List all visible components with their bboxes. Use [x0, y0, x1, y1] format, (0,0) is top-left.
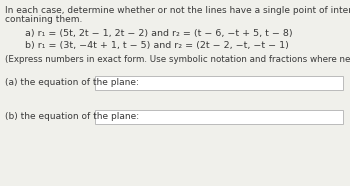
Text: (a) the equation of the plane:: (a) the equation of the plane:	[5, 78, 139, 87]
Text: In each case, determine whether or not the lines have a single point of intersec: In each case, determine whether or not t…	[5, 6, 350, 15]
Text: a) r₁ = (5t, 2t − 1, 2t − 2) and r₂ = (t − 6, −t + 5, t − 8): a) r₁ = (5t, 2t − 1, 2t − 2) and r₂ = (t…	[25, 29, 293, 38]
FancyBboxPatch shape	[95, 110, 343, 124]
FancyBboxPatch shape	[95, 76, 343, 90]
Text: b) r₁ = (3t, −4t + 1, t − 5) and r₂ = (2t − 2, −t, −t − 1): b) r₁ = (3t, −4t + 1, t − 5) and r₂ = (2…	[25, 41, 289, 50]
Text: (Express numbers in exact form. Use symbolic notation and fractions where needed: (Express numbers in exact form. Use symb…	[5, 55, 350, 64]
Text: (b) the equation of the plane:: (b) the equation of the plane:	[5, 112, 139, 121]
Text: containing them.: containing them.	[5, 15, 82, 24]
